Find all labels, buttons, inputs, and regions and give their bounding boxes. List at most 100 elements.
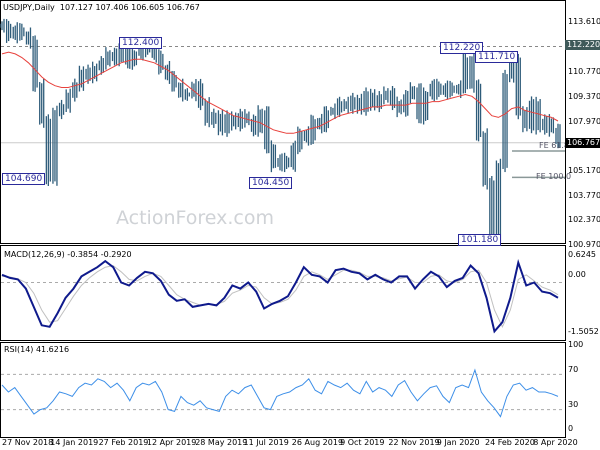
time-tick: 22 Nov 2019 (388, 438, 440, 447)
price-bar (436, 78, 442, 100)
price-bar (343, 96, 349, 114)
price-bar (92, 61, 98, 84)
price-bar (383, 86, 389, 105)
price-bar (528, 96, 535, 134)
price-bar (323, 106, 329, 133)
price-bar (58, 99, 65, 120)
time-tick: 26 Aug 2019 (291, 438, 344, 447)
annotation-swing-high: 112.400 (119, 37, 163, 49)
price-bar (158, 49, 164, 75)
time-tick: 11 Jul 2019 (243, 438, 289, 447)
price-bar (98, 56, 104, 75)
price-bar (184, 88, 190, 101)
rsi-line (1, 368, 559, 418)
price-bar (515, 53, 521, 120)
time-tick: 14 Jan 2019 (50, 438, 99, 447)
price-bar (12, 22, 18, 44)
price-bar (39, 78, 45, 128)
time-tick: 27 Nov 2018 (2, 438, 54, 447)
price-bar (376, 91, 382, 113)
annotation-swing-low: 101.180 (458, 234, 502, 246)
price-tick: 100.970 (568, 240, 600, 249)
macd-line (1, 258, 559, 334)
price-bar (310, 114, 316, 145)
price-bar (482, 128, 488, 190)
time-tick: 9 Oct 2019 (340, 438, 385, 447)
time-tick: 9 Jan 2020 (436, 438, 480, 447)
pane-frame (0, 342, 566, 438)
time-tick: 8 Apr 2020 (533, 438, 578, 447)
price-bar (330, 103, 336, 120)
price-bar (78, 65, 85, 92)
price-bar (224, 110, 230, 137)
price-bar (449, 80, 455, 98)
moving-average-line (1, 51, 559, 134)
price-bar (191, 79, 197, 102)
annotation-swing-low: 104.450 (249, 177, 293, 189)
price-bar (65, 88, 71, 113)
price-bar (32, 35, 38, 92)
price-bar (555, 123, 561, 149)
rsi-title: RSI(14) 41.6216 (4, 345, 70, 354)
rsi-tick: 100 (568, 340, 584, 349)
chart-header: USDJPY,Daily 107.127 107.406 106.605 106… (3, 3, 200, 12)
rsi-tick: 30 (568, 400, 579, 409)
price-bar (429, 79, 435, 102)
watermark: ActionForex.com (116, 207, 274, 229)
price-bar (363, 87, 369, 116)
price-tick: 102.370 (568, 215, 600, 225)
price-bar (45, 114, 51, 186)
price-bar (5, 19, 12, 43)
price-bar (535, 96, 541, 135)
price-bar (25, 27, 32, 49)
price-bar (502, 69, 508, 173)
price-bar (217, 110, 224, 136)
price-bar (389, 86, 396, 111)
fe-100-label: FE 100.0 (536, 172, 572, 181)
pane-frame (0, 0, 566, 244)
symbol-label: USDJPY,Daily (3, 3, 55, 12)
ohlc-values: 107.127 107.406 106.605 106.767 (59, 3, 200, 12)
price-bars (0, 18, 561, 243)
resistance-price-tag: 112.220 (565, 40, 600, 50)
price-bar (131, 46, 138, 70)
macd-title: MACD(12,26,9) -0.3854 -0.2920 (4, 250, 132, 259)
price-bar (489, 176, 495, 243)
price-bar (0, 18, 5, 33)
price-bar (409, 82, 416, 104)
price-bar (475, 79, 482, 142)
time-tick: 12 Apr 2019 (146, 438, 197, 447)
price-tick: 113.610 (568, 17, 600, 26)
price-tick: 103.770 (568, 190, 600, 200)
annotation-swing-low: 104.690 (2, 173, 46, 185)
price-bar (356, 93, 363, 115)
price-bar (237, 108, 243, 132)
price-tick: 105.170 (568, 165, 600, 175)
pane-frame (0, 245, 566, 341)
price-bar (542, 114, 548, 135)
annotation-swing-high: 111.710 (475, 51, 519, 63)
time-tick: 28 May 2019 (195, 438, 248, 447)
macd-tick: 0.6245 (568, 250, 596, 259)
price-bar (231, 111, 237, 131)
last-price-tag: 106.767 (565, 138, 600, 148)
price-bar (250, 114, 257, 137)
price-bar (164, 60, 171, 84)
price-bar (197, 78, 204, 111)
price-bar (283, 152, 290, 173)
price-bar (19, 23, 25, 41)
price-bar (277, 153, 283, 172)
price-bar (462, 53, 468, 94)
price-tick: 109.370 (568, 91, 600, 101)
price-bar (336, 96, 343, 117)
price-bar (111, 47, 118, 66)
price-bar (396, 96, 402, 118)
rsi-tick: 0 (568, 424, 574, 433)
price-tick: 107.970 (568, 116, 600, 126)
macd-signal-line (1, 265, 559, 328)
price-bar (264, 106, 270, 154)
price-bar (495, 158, 502, 242)
price-bar (297, 126, 303, 155)
fe-61-label: FE 61.8 (539, 141, 570, 150)
